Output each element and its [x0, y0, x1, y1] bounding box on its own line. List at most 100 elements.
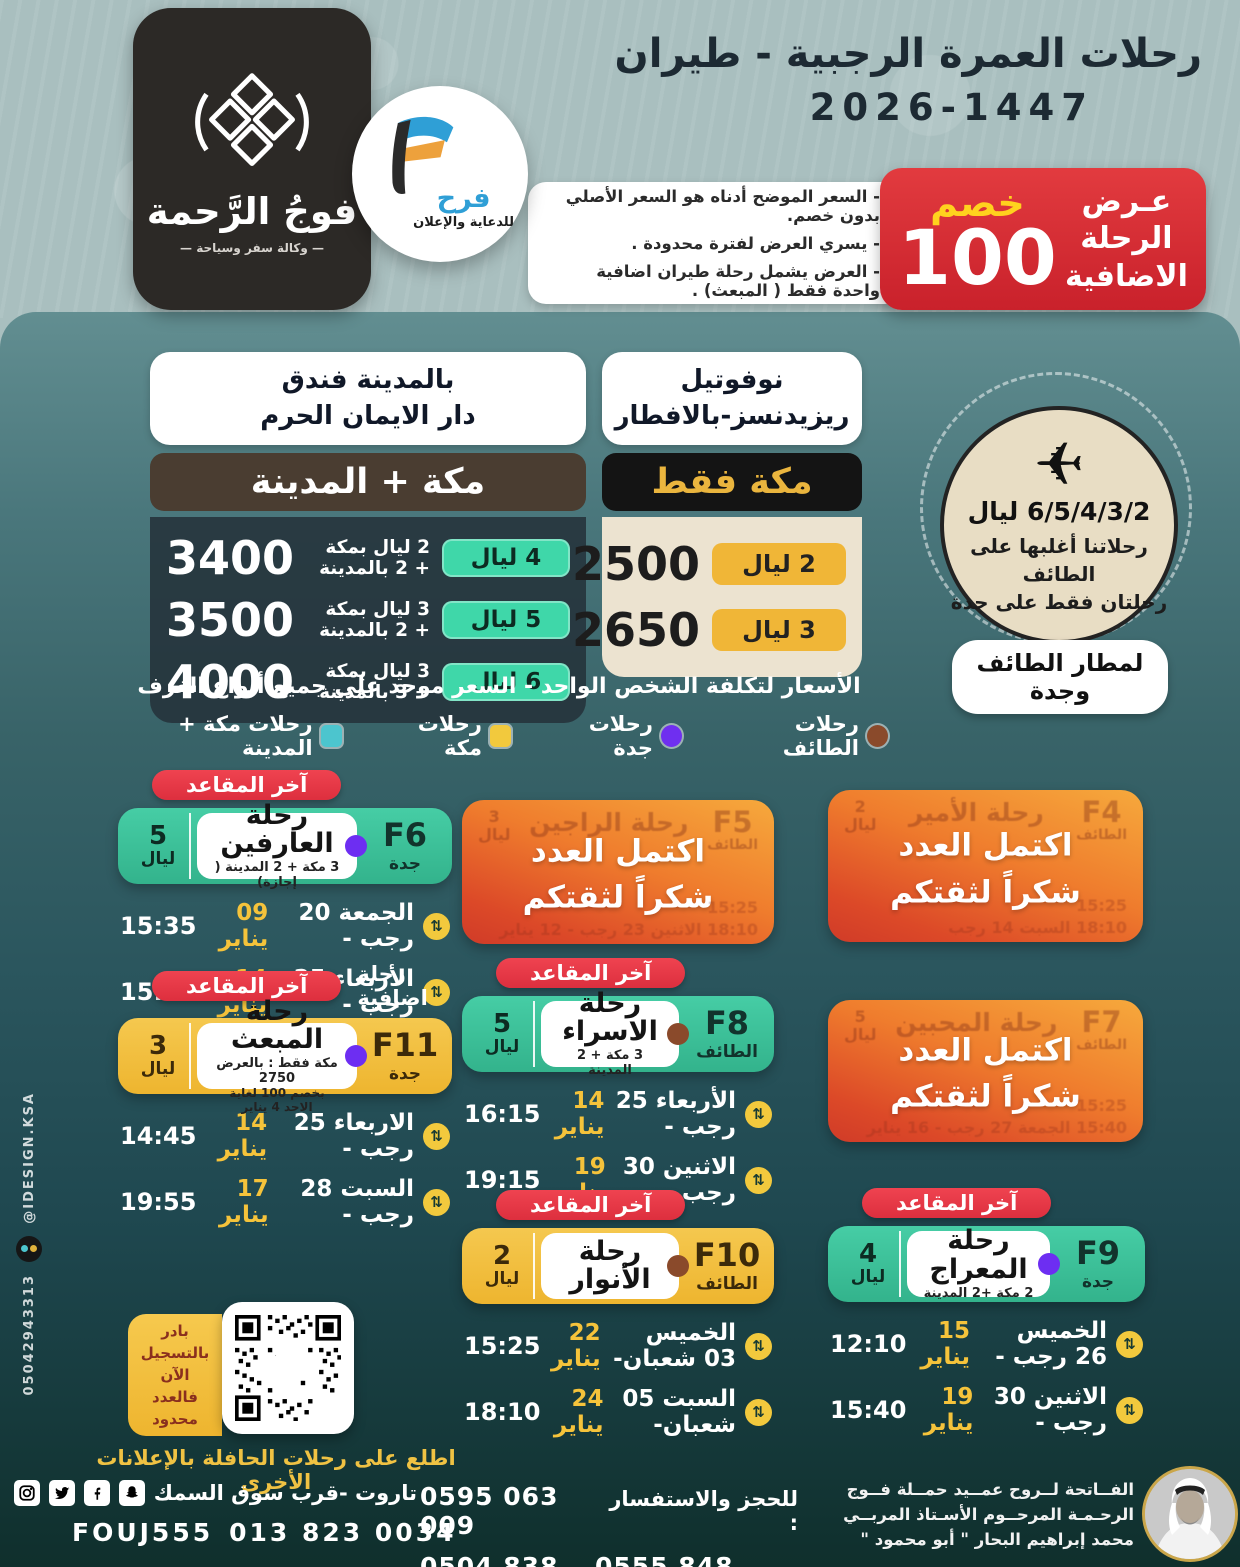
booking-contact-block: للحجز والاستفسار : 0595 063 009 0555 848…: [420, 1482, 798, 1567]
trip-header-card: F6 جدة رحلة العارفين 3 مكة + 2 المدينة (…: [118, 801, 452, 890]
trip-color-legend: رحلات الطائف رحلات جدة رحلات مكة رحلات م…: [110, 712, 888, 760]
memorial-line: محمد إبراهيم البحار " أبو محمود ": [860, 1529, 1134, 1549]
soldout-line: شكراً لثقتكم: [890, 1078, 1081, 1115]
legend-item-jeddah: رحلات جدة: [547, 712, 682, 760]
discount-word2: الرحلة: [1080, 221, 1173, 257]
trip-city: الطائف: [1076, 1037, 1127, 1053]
diamond-bullet-icon: ⇅: [423, 978, 450, 1006]
price-value: 3400: [166, 530, 295, 585]
nights-number: 3: [148, 1031, 168, 1061]
faded-dates: 15:25 15:40 الجمعة 27 رجب - 16 يناير: [844, 1096, 1127, 1137]
trip-city: الطائف: [696, 1041, 758, 1062]
nights-word: ليال: [140, 1059, 176, 1079]
date-time: 15:40: [830, 1396, 907, 1424]
trip-card-f6: آخر المقاعد F6 جدة رحلة العارفين 3 مكة +…: [118, 770, 452, 1018]
faded-trip-header: F7 الطائف رحلة المحبين 5 ليال: [844, 1008, 1127, 1054]
date-hijri: الجمعة 20 رجب -: [298, 900, 414, 952]
memorial-portrait: [1142, 1466, 1238, 1562]
extra-trip-label: رحلة اضافية: [357, 962, 428, 1010]
branch-location-block: تاروت -قرب سوق السمك: [13, 1480, 417, 1506]
trip-nights-tab: 3 ليال: [478, 808, 510, 843]
trip-title-box: رحلة المعراج 2 مكة +2 المدينة: [907, 1227, 1050, 1301]
price-row: 6 ليال 3 ليال بمكة + 3 بالمدينة 4000: [166, 659, 570, 705]
other-ads-note: اطلع على رحلات الحافلة بالإعلانات الأخرى: [96, 1446, 456, 1494]
trip-dates: ⇅ الخميس 26 رجب - 15 يناير 12:10 ⇅ الاثن…: [828, 1318, 1145, 1436]
diamond-bullet-icon: ⇅: [1116, 1330, 1143, 1358]
legend-label: رحلات مكة + المدينة: [178, 712, 313, 760]
trip-date-row: ⇅ الخميس 26 رجب - 15 يناير 12:10: [828, 1318, 1143, 1370]
media-agency-name: فرح: [436, 183, 491, 214]
soldout-card: F7 الطائف رحلة المحبين 5 ليال اكتمل العدد …: [828, 1000, 1143, 1142]
flights-note-line: رحلتان فقط على جدة: [950, 589, 1168, 614]
trip-date-row: ⇅ الخميس 03 شعبان- 22 يناير 15:25: [462, 1320, 772, 1372]
airports-pill: لمطار الطائف وجدة: [952, 640, 1168, 714]
social-handle: FOUJ555: [72, 1518, 214, 1547]
faded-dates: 15:25 18:10 السبت 14 رجب: [844, 896, 1127, 937]
qr-code-icon: [235, 1315, 341, 1421]
trip-card-f11: آخر المقاعد رحلة اضافية F11 جدة رحلة الم…: [118, 962, 452, 1228]
trip-nights-tab: 5 ليال: [127, 813, 191, 879]
portrait-photo: [1145, 1469, 1235, 1559]
trip-subtitle: 3 مكة + 2 المدينة ( إجازة): [214, 860, 340, 891]
madinah-hotel-header: بالمدينة فندق دار الايمان الحرم: [150, 352, 586, 445]
agency-tagline: — وكالة سفر وسياحة —: [180, 240, 324, 255]
media-agency-tagline: للدعاية والإعلان: [413, 215, 514, 230]
jeddah-dot-icon: [1038, 1253, 1060, 1275]
date-gregorian: 09 يناير: [218, 900, 269, 952]
offer-note: - يسري العرض لفترة محدودة .: [631, 233, 880, 253]
trip-city: الطائف: [696, 1273, 758, 1294]
discount-amount: خصم 100: [898, 184, 1057, 296]
farah-f-icon: [392, 116, 454, 195]
trip-dates: ⇅ الاربعاء 25 رجب - 14 يناير 14:45 ⇅ الس…: [118, 1110, 452, 1228]
soldout-card: F5 الطائف رحلة الراجين 3 ليال اكتمل العدد …: [462, 800, 774, 944]
offer-terms-box: - السعر الموضح أدناه هو السعر الأصلي بدو…: [528, 182, 902, 304]
memorial-line: الرحـمـة المرحــوم الأسـتاذ المربــي: [843, 1504, 1134, 1524]
trip-nights-tab: 5 ليال: [471, 1001, 535, 1067]
table-band-makkah-only: مكة فقط: [602, 452, 862, 511]
nights-number: 2: [492, 1241, 512, 1271]
soldout-line: اكتمل العدد: [898, 1032, 1073, 1069]
legend-item-taif: رحلات الطائف: [718, 712, 888, 760]
trip-dates: ⇅ الخميس 03 شعبان- 22 يناير 15:25 ⇅ السب…: [462, 1320, 774, 1438]
designer-logo-icon: [16, 1235, 42, 1262]
trip-title: رحلة المبعث: [230, 995, 324, 1055]
nights-word: ليال: [844, 814, 877, 834]
nights-pill: 4 ليال: [442, 538, 570, 577]
diamond-bullet-icon: ⇅: [745, 1332, 772, 1360]
last-seats-badge: آخر المقاعد: [496, 1190, 686, 1220]
booking-label: للحجز والاستفسار :: [609, 1487, 798, 1535]
legend-label: رحلات الطائف: [782, 712, 860, 760]
phone-number: 0595 063 009: [420, 1482, 559, 1540]
trip-code-block: F6 جدة: [367, 813, 443, 879]
faded-date: 15:40 الجمعة 27 رجب - 16 يناير: [866, 1118, 1127, 1137]
discount-banner: عـرض الرحلة الاضافية خصم 100: [880, 168, 1206, 310]
date-gregorian: 24 يناير: [553, 1386, 604, 1438]
trip-date-row: ⇅ السبت 05 شعبان- 24 يناير 18:10: [462, 1386, 772, 1438]
trip-header-card: F11 جدة رحلة المبعث مكة فقط : بالعرض 275…: [118, 997, 452, 1114]
nights-word: ليال: [484, 1037, 520, 1057]
nights-number: 4: [858, 1239, 878, 1269]
price-value: 2500: [571, 536, 700, 591]
offer-note: - السعر الموضح أدناه هو السعر الأصلي بدو…: [565, 186, 880, 225]
faded-date: 18:10 الاثنين 23 رجب - 12 يناير: [499, 920, 758, 939]
phone-number: 0504 838 892: [420, 1552, 559, 1567]
trip-title-box: رحلة الاسراء 3 مكة + 2 المدينة: [541, 989, 679, 1078]
trip-subtitle: 3 مكة + 2 المدينة: [576, 1048, 644, 1079]
facebook-icon: [83, 1480, 110, 1506]
date-time: 12:10: [830, 1330, 907, 1358]
date-time: 14:45: [120, 1122, 197, 1150]
trip-code: F8: [704, 1003, 750, 1042]
trip-code: F10: [693, 1235, 761, 1274]
trip-title: رحلة الراجين: [529, 808, 689, 837]
last-seats-badge: آخر المقاعد: [496, 958, 686, 988]
trip-title: رحلة العارفين: [220, 799, 334, 859]
date-gregorian: 19 يناير: [923, 1384, 974, 1436]
makkah-hotel-header: نوفوتيل ريزيدنسز-بالافطار: [602, 352, 862, 445]
page-title: رحلات العمرة الرجبية - طيران: [614, 31, 1202, 77]
snapchat-icon: [118, 1480, 145, 1506]
nights-word: ليال: [140, 849, 176, 869]
hotel-name-line: ريزيدنسز-بالافطار: [614, 401, 850, 432]
offer-note: - العرض يشمل رحلة طيران اضافية واحدة فقط…: [596, 261, 880, 300]
trip-code-block: F10 الطائف: [689, 1233, 765, 1299]
